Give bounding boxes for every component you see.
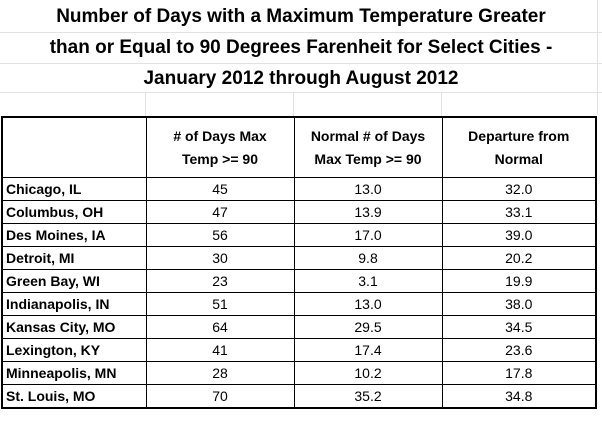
header-line: Normal <box>494 150 543 167</box>
days-max-cell: 45 <box>145 177 295 201</box>
table-row: Chicago, IL 45 13.0 32.0 <box>1 177 597 201</box>
city-cell: Des Moines, IA <box>1 223 147 247</box>
city-cell: Lexington, KY <box>1 338 147 362</box>
days-max-cell: 28 <box>145 361 295 385</box>
title-line-2: than or Equal to 90 Degrees Farenheit fo… <box>49 37 553 58</box>
city-cell: Detroit, MI <box>1 246 147 270</box>
title-line-1: Number of Days with a Maximum Temperatur… <box>56 6 546 27</box>
table-row: Lexington, KY 41 17.4 23.6 <box>1 338 597 362</box>
table-row: Green Bay, WI 23 3.1 19.9 <box>1 269 597 293</box>
table-row: Columbus, OH 47 13.9 33.1 <box>1 200 597 224</box>
city-cell: Green Bay, WI <box>1 269 147 293</box>
days-max-cell: 70 <box>145 384 295 409</box>
title-line-3: January 2012 through August 2012 <box>143 68 459 89</box>
departure-cell: 34.5 <box>441 315 597 339</box>
normal-days-cell: 13.0 <box>293 292 443 316</box>
temperature-table: # of Days Max Temp >= 90 Normal # of Day… <box>1 116 597 409</box>
departure-cell: 33.1 <box>441 200 597 224</box>
header-cell-days-max: # of Days Max Temp >= 90 <box>145 116 295 178</box>
city-cell: Kansas City, MO <box>1 315 147 339</box>
days-max-cell: 51 <box>145 292 295 316</box>
page-title: Number of Days with a Maximum Temperatur… <box>0 0 602 94</box>
normal-days-cell: 3.1 <box>293 269 443 293</box>
days-max-cell: 23 <box>145 269 295 293</box>
normal-days-cell: 17.0 <box>293 223 443 247</box>
days-max-cell: 47 <box>145 200 295 224</box>
normal-days-cell: 13.0 <box>293 177 443 201</box>
table-row: St. Louis, MO 70 35.2 34.8 <box>1 384 597 409</box>
departure-cell: 17.8 <box>441 361 597 385</box>
header-line: Max Temp >= 90 <box>314 150 422 167</box>
header-cell-city <box>1 116 147 178</box>
header-line: Departure from <box>468 127 570 144</box>
table-row: Kansas City, MO 64 29.5 34.5 <box>1 315 597 339</box>
departure-cell: 23.6 <box>441 338 597 362</box>
header-line: Temp >= 90 <box>181 150 258 167</box>
city-cell: Columbus, OH <box>1 200 147 224</box>
table-row: Minneapolis, MN 28 10.2 17.8 <box>1 361 597 385</box>
header-cell-normal-days: Normal # of Days Max Temp >= 90 <box>293 116 443 178</box>
departure-cell: 20.2 <box>441 246 597 270</box>
city-cell: St. Louis, MO <box>1 384 147 409</box>
days-max-cell: 41 <box>145 338 295 362</box>
normal-days-cell: 35.2 <box>293 384 443 409</box>
days-max-cell: 56 <box>145 223 295 247</box>
header-cell-departure: Departure from Normal <box>441 116 597 178</box>
normal-days-cell: 10.2 <box>293 361 443 385</box>
table-row: Indianapolis, IN 51 13.0 38.0 <box>1 292 597 316</box>
city-cell: Chicago, IL <box>1 177 147 201</box>
departure-cell: 32.0 <box>441 177 597 201</box>
normal-days-cell: 13.9 <box>293 200 443 224</box>
normal-days-cell: 9.8 <box>293 246 443 270</box>
departure-cell: 38.0 <box>441 292 597 316</box>
city-cell: Indianapolis, IN <box>1 292 147 316</box>
days-max-cell: 64 <box>145 315 295 339</box>
days-max-cell: 30 <box>145 246 295 270</box>
header-line: # of Days Max <box>173 127 267 144</box>
city-cell: Minneapolis, MN <box>1 361 147 385</box>
table-row: Detroit, MI 30 9.8 20.2 <box>1 246 597 270</box>
table-row: Des Moines, IA 56 17.0 39.0 <box>1 223 597 247</box>
header-line: Normal # of Days <box>310 127 426 144</box>
table-header-row: # of Days Max Temp >= 90 Normal # of Day… <box>1 116 597 178</box>
normal-days-cell: 29.5 <box>293 315 443 339</box>
departure-cell: 39.0 <box>441 223 597 247</box>
departure-cell: 34.8 <box>441 384 597 409</box>
normal-days-cell: 17.4 <box>293 338 443 362</box>
departure-cell: 19.9 <box>441 269 597 293</box>
